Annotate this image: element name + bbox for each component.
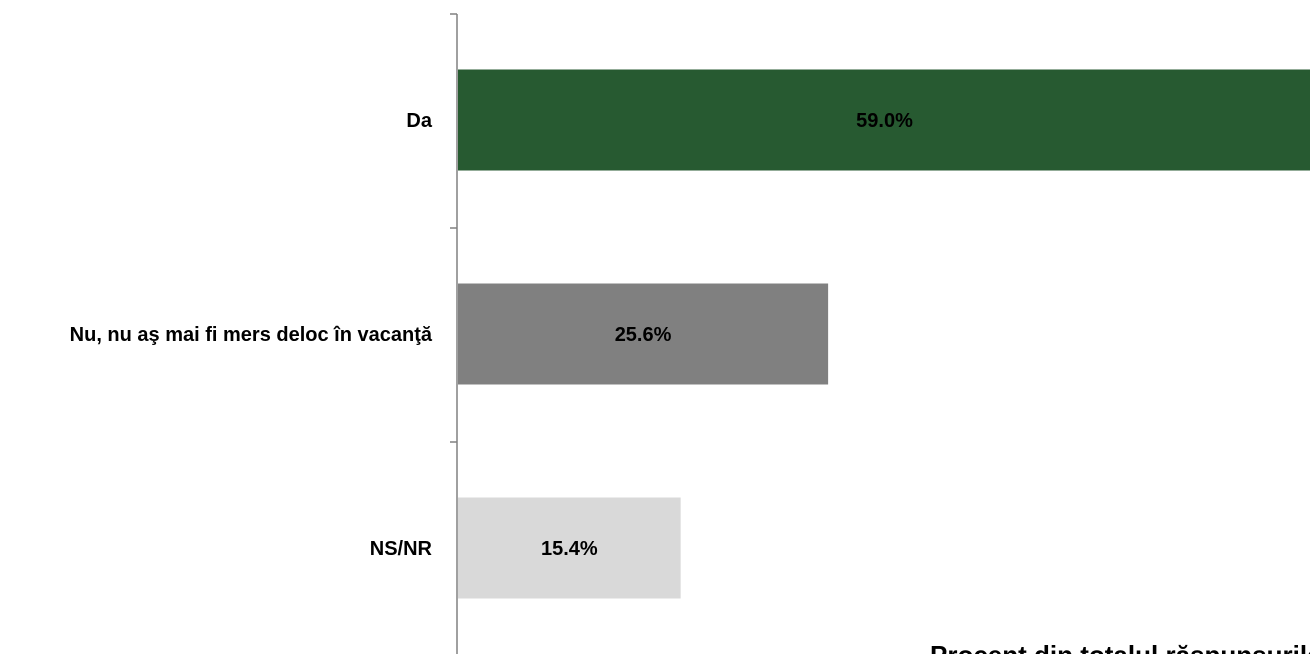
data-label-0: 59.0% [856, 110, 913, 132]
bar-1 [458, 283, 829, 385]
data-label-1: 25.6% [615, 324, 672, 346]
bar-2 [458, 497, 681, 599]
data-label-2: 15.4% [541, 538, 598, 560]
category-label-0: Da [406, 110, 432, 132]
category-label-2: NS/NR [370, 538, 433, 560]
bar-0 [458, 69, 1310, 171]
category-label-1: Nu, nu aş mai fi mers deloc în vacanţă [70, 324, 433, 346]
footer-caption: Procent din totalul răspunsurilor valide [930, 640, 1310, 654]
